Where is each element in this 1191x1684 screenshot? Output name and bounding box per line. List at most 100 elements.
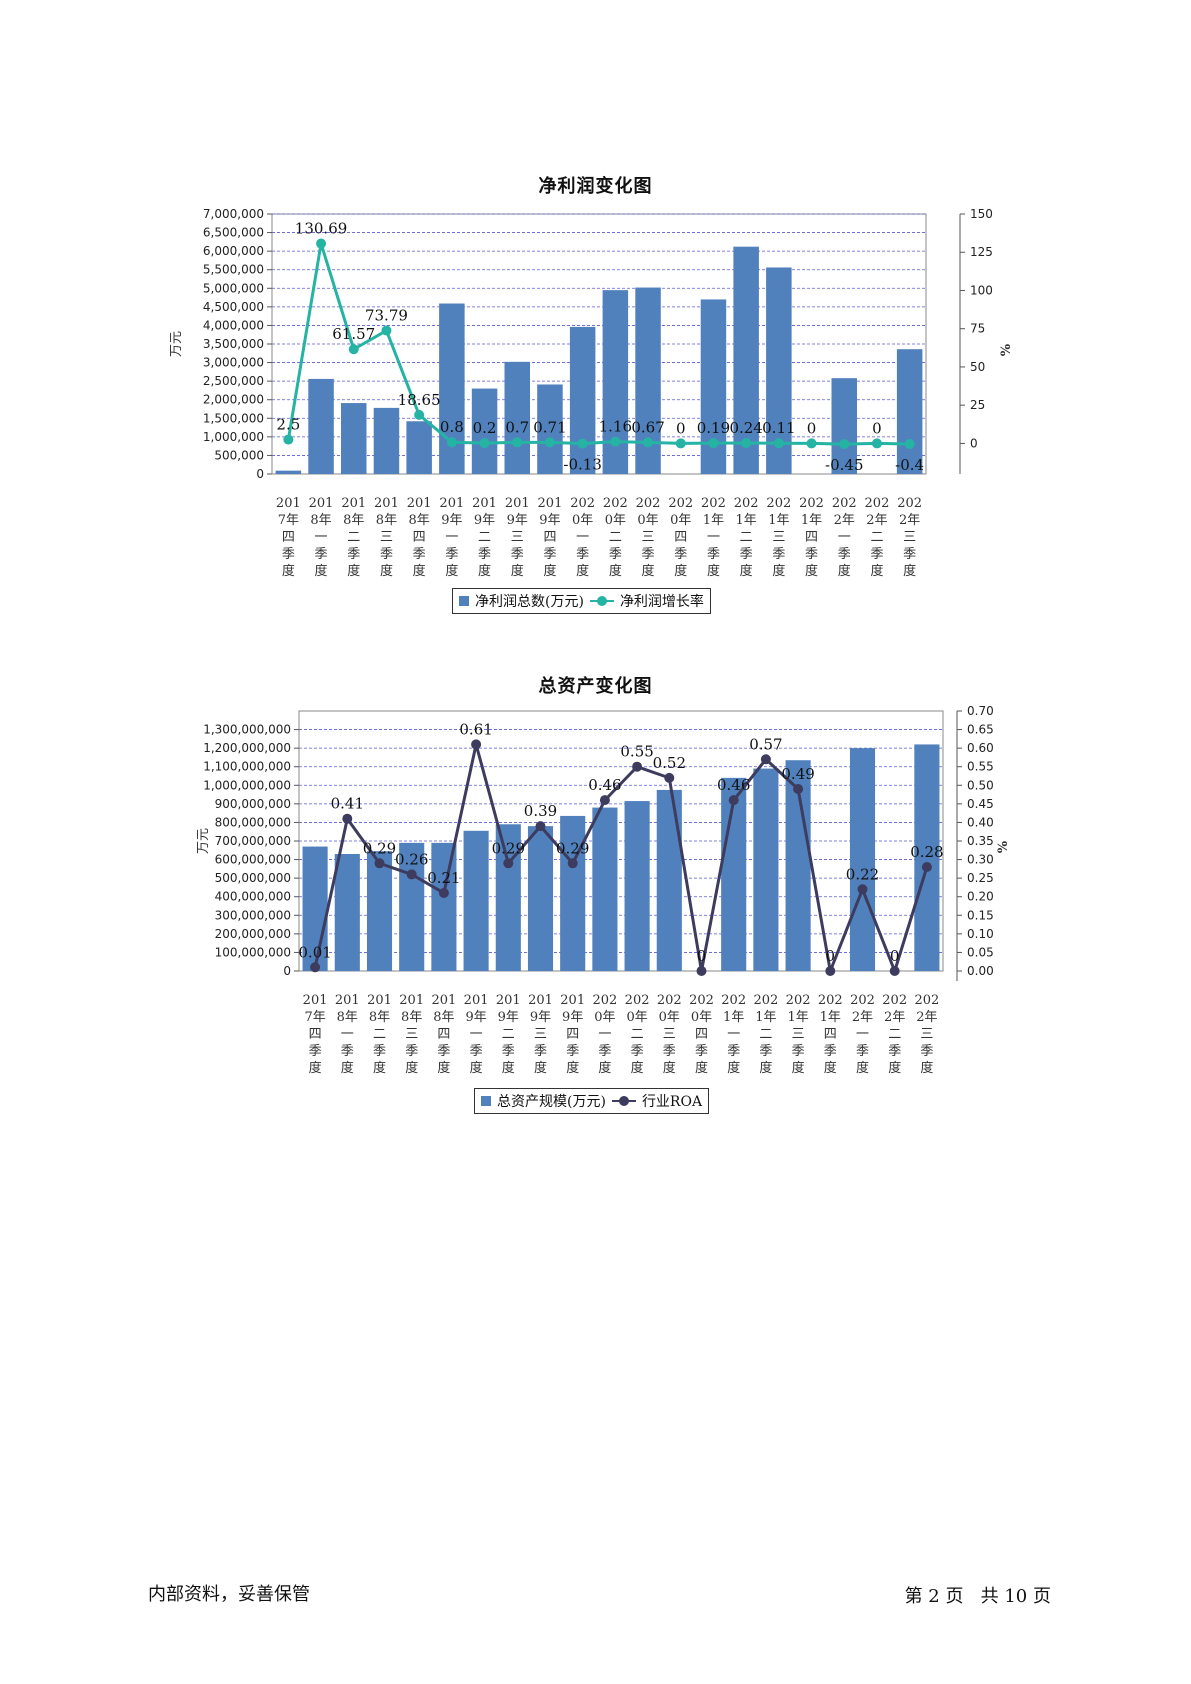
data-label: -0.13 [563,456,601,474]
left-axis-tick-label: 400,000,000 [215,890,291,904]
line-point [793,784,804,794]
data-label: 0.67 [631,418,664,436]
x-tick-label: 201 9年一季度 [464,993,489,1076]
right-axis-tick-label: 100 [970,283,993,297]
data-label: 0 [890,947,900,965]
data-label: 0.24 [729,419,762,437]
net-profit-chart: 净利润变化图 7,000,000 6,500,000 6,000,000 5,500,… [0,160,1191,630]
left-axis-tick-label: 3,000,000 [203,356,264,370]
legend-bar-swatch [459,596,469,606]
bar [527,826,554,971]
data-label: 0.55 [620,743,653,761]
left-axis-tick-label: 1,100,000,000 [203,760,291,774]
line-point [342,813,353,824]
bar [495,824,521,971]
legend-bar-swatch [481,1096,491,1106]
line-point [471,739,482,750]
line-point [839,439,850,450]
data-label: 0.01 [298,943,331,961]
right-axis-tick-label: 0.20 [967,890,994,904]
x-tick-label: 202 1年三季度 [786,993,811,1076]
left-axis-tick-label: 5,000,000 [203,281,264,295]
right-axis-tick-label: 0.45 [967,797,994,811]
line-point [503,858,514,869]
x-tick-label: 201 7年四季度 [276,496,301,579]
line-point [806,438,817,449]
bar [569,326,596,474]
x-tick-label: 202 1年四季度 [799,496,824,579]
data-label: 0.26 [395,850,428,868]
bar [753,768,779,971]
bar [624,801,650,971]
bar [656,789,682,971]
data-label: 0 [676,419,686,437]
right-axis-tick-label: 125 [970,245,993,259]
chart-title: 总资产变化图 [538,676,653,697]
line-point [544,437,555,448]
footer-page-number: 第 2 页 共 10 页 [904,1586,1051,1607]
data-label: 0.2 [473,419,497,437]
right-axis-tick-label: 0 [970,436,978,450]
left-axis-tick-label: 0 [256,467,264,481]
data-label: -0.4 [895,456,924,474]
bar [308,378,334,474]
data-label: 0.8 [440,418,464,436]
left-axis-tick-label: 2,000,000 [203,393,264,407]
line-point [632,761,643,772]
legend-label-bar: 总资产规模(万元) [497,1094,606,1110]
x-tick-label: 201 9年四季度 [538,496,563,579]
right-axis-tick-label: 0.70 [967,704,994,718]
y-axis-left-label: 万元 [169,331,184,357]
bar [896,349,923,474]
bar [366,851,393,971]
right-axis-tick-label: 0.65 [967,723,994,737]
bar [463,830,489,971]
bar [537,384,563,474]
left-axis-tick-label: 2,500,000 [203,374,264,388]
data-label: 0 [872,419,882,437]
data-label: 0.29 [556,839,589,857]
bar [914,744,940,971]
line-point [708,438,719,449]
line-point [446,437,457,448]
chart-legend: 总资产规模(万元) 行业ROA [474,1088,710,1114]
left-axis-tick-label: 900,000,000 [215,797,291,811]
data-label: 0.57 [749,735,782,753]
bar [275,470,302,474]
line-point [310,962,321,973]
line-point [871,438,882,449]
line-point [599,795,610,806]
left-axis-tick-label: 6,500,000 [203,226,264,240]
line-point [857,884,868,895]
right-axis-tick-label: 0.35 [967,834,994,848]
x-tick-label: 201 8年二季度 [341,496,366,579]
left-axis-tick-label: 4,500,000 [203,300,264,314]
x-tick-label: 201 9年四季度 [560,993,585,1076]
x-tick-label: 201 9年三季度 [528,993,553,1076]
data-label: 0 [826,947,836,965]
legend-label-line: 行业ROA [641,1094,703,1110]
line-series [286,242,910,446]
left-axis-tick-label: 200,000,000 [215,927,291,941]
bar [592,807,618,971]
data-label: 1.16 [599,418,632,436]
data-label: 18.65 [398,391,441,409]
x-tick-label: 202 1年四季度 [818,993,843,1076]
right-axis-tick-label: 0.55 [967,760,994,774]
x-tick-label: 201 8年二季度 [367,993,392,1076]
right-axis-tick-label: 0.00 [967,964,994,978]
x-tick-label: 201 8年三季度 [399,993,424,1076]
right-axis-tick-label: 0.25 [967,871,994,885]
left-axis-tick-label: 800,000,000 [215,815,291,829]
data-label: 0.21 [427,869,460,887]
line-point [283,434,294,445]
x-tick-label: 202 2年三季度 [897,496,922,579]
bar [504,361,531,474]
data-label: 0.29 [492,839,525,857]
data-label: 0.28 [910,843,943,861]
line-point [643,437,654,448]
line-point [374,858,385,869]
total-assets-chart-svg: 1,300,000,000 1,200,000,000 1,100,000,000 1… [196,704,1011,1076]
x-tick-label: 202 0年三季度 [636,496,661,579]
line-point [760,754,771,765]
